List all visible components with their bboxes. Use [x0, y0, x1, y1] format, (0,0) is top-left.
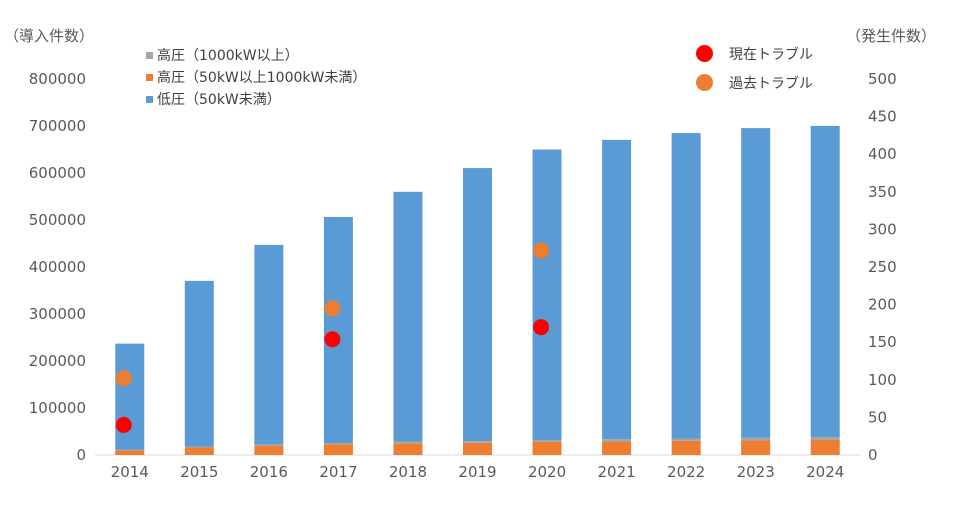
- legend-swatch-high: [146, 52, 153, 59]
- bar-mid: [811, 440, 840, 455]
- point-current: [324, 331, 340, 347]
- y-tick-label-right: 250: [868, 258, 897, 276]
- bar-low: [254, 245, 283, 445]
- point-past: [533, 242, 549, 258]
- bar-low: [115, 344, 144, 450]
- bar-high: [741, 438, 770, 441]
- bar-mid: [463, 443, 492, 455]
- y-tick-label-left: 200000: [29, 352, 86, 370]
- y-tick-label-left: 800000: [29, 70, 86, 88]
- bar-mid: [602, 441, 631, 455]
- x-tick-label: 2014: [111, 463, 149, 481]
- bar-high: [811, 437, 840, 440]
- left-axis-title: （導入件数）: [4, 25, 94, 46]
- bar-low: [741, 128, 770, 438]
- x-tick-label: 2019: [458, 463, 496, 481]
- legend-swatch-low: [146, 96, 153, 103]
- bar-high: [393, 442, 422, 443]
- y-tick-label-left: 400000: [29, 258, 86, 276]
- legend-label-current: 現在トラブル: [729, 44, 813, 64]
- legend-item-current: 現在トラブル: [696, 39, 813, 68]
- legend-label-mid: 高圧（50kW以上1000kW未満）: [157, 67, 366, 87]
- bar-mid: [185, 447, 214, 455]
- y-tick-label-right: 350: [868, 183, 897, 201]
- y-tick-label-right: 400: [868, 145, 897, 163]
- bar-low: [324, 217, 353, 443]
- y-tick-label-left: 0: [76, 446, 86, 464]
- y-tick-label-right: 150: [868, 333, 897, 351]
- bar-high: [185, 447, 214, 448]
- bar-high: [254, 445, 283, 446]
- point-current: [116, 417, 132, 433]
- bar-mid: [672, 441, 701, 455]
- x-tick-label: 2023: [737, 463, 775, 481]
- legend-swatch-mid: [146, 74, 153, 81]
- x-tick-label: 2017: [319, 463, 357, 481]
- bar-low: [602, 140, 631, 439]
- x-tick-label: 2015: [180, 463, 218, 481]
- x-tick-label: 2022: [667, 463, 705, 481]
- point-past: [116, 370, 132, 386]
- bar-low: [672, 133, 701, 439]
- bar-mid: [741, 440, 770, 455]
- bar-high: [463, 441, 492, 443]
- bar-high: [672, 439, 701, 441]
- y-tick-label-left: 500000: [29, 211, 86, 229]
- x-tick-label: 2024: [806, 463, 844, 481]
- bar-mid: [115, 450, 144, 455]
- legend-item-past: 過去トラブル: [696, 68, 813, 97]
- point-past: [324, 300, 340, 316]
- y-tick-label-right: 450: [868, 108, 897, 126]
- x-tick-label: 2020: [528, 463, 566, 481]
- y-tick-label-right: 100: [868, 371, 897, 389]
- y-tick-label-left: 100000: [29, 399, 86, 417]
- y-tick-label-right: 200: [868, 296, 897, 314]
- x-tick-label: 2016: [250, 463, 288, 481]
- legend-label-low: 低圧（50kW未満）: [157, 89, 281, 109]
- bar-mid: [533, 442, 562, 455]
- legend-marker-current: [696, 45, 713, 62]
- legend-bars: 高圧（1000kW以上） 高圧（50kW以上1000kW未満） 低圧（50kW未…: [146, 44, 366, 110]
- y-tick-label-left: 300000: [29, 305, 86, 323]
- y-tick-label-right: 0: [868, 446, 878, 464]
- y-tick-label-left: 700000: [29, 117, 86, 135]
- legend-item-high: 高圧（1000kW以上）: [146, 44, 366, 66]
- bar-high: [324, 443, 353, 444]
- right-axis-title: （発生件数）: [846, 25, 936, 46]
- y-tick-label-right: 300: [868, 220, 897, 238]
- legend-marker-past: [696, 74, 713, 91]
- bar-low: [811, 126, 840, 437]
- bar-low: [533, 150, 562, 440]
- x-tick-label: 2021: [597, 463, 635, 481]
- bar-low: [393, 192, 422, 442]
- legend-item-low: 低圧（50kW未満）: [146, 88, 366, 110]
- bar-mid: [324, 444, 353, 455]
- bar-mid: [254, 446, 283, 455]
- legend-label-past: 過去トラブル: [729, 73, 813, 93]
- bar-high: [602, 439, 631, 441]
- point-current: [533, 319, 549, 335]
- x-tick-label: 2018: [389, 463, 427, 481]
- legend-points: 現在トラブル 過去トラブル: [696, 39, 813, 97]
- y-tick-label-left: 600000: [29, 164, 86, 182]
- legend-item-mid: 高圧（50kW以上1000kW未満）: [146, 66, 366, 88]
- bar-high: [533, 440, 562, 442]
- bar-low: [463, 168, 492, 441]
- bar-low: [185, 281, 214, 447]
- bar-mid: [393, 443, 422, 455]
- y-tick-label-right: 500: [868, 70, 897, 88]
- legend-label-high: 高圧（1000kW以上）: [157, 45, 299, 65]
- y-tick-label-right: 50: [868, 408, 887, 426]
